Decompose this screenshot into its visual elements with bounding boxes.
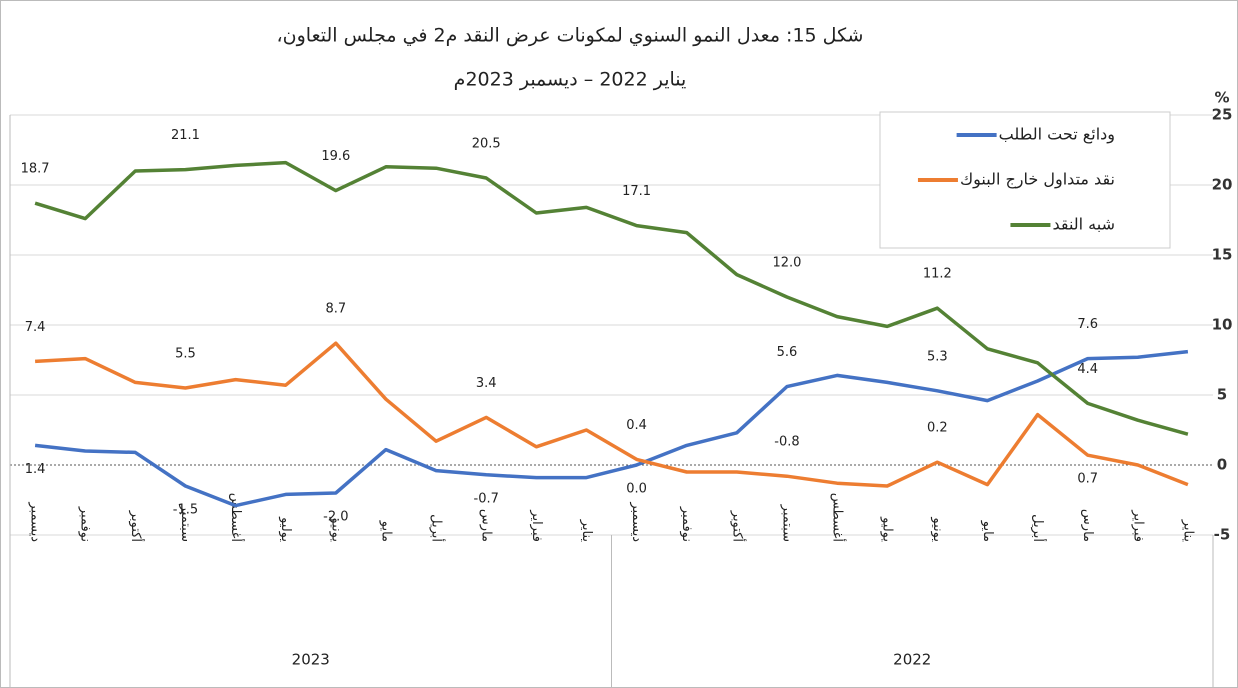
series-line (34, 349, 1189, 508)
x-tick-label: فبراير (1130, 509, 1145, 542)
data-label: 7.4 (25, 320, 46, 335)
data-label: -1.5 (173, 503, 198, 518)
data-label: 12.0 (772, 256, 801, 271)
x-tick-label: أبريل (429, 514, 446, 542)
y-tick-label: 20 (1212, 176, 1233, 194)
x-tick-label: نوفمبر (78, 506, 93, 542)
data-label: -0.8 (774, 435, 799, 450)
data-label: 0.0 (626, 482, 647, 497)
x-tick-label: يوليو (278, 516, 293, 542)
legend-label: شبه النقد (1052, 215, 1115, 234)
x-tick-label: أغسطس (228, 493, 245, 542)
x-tick-label: يوليو (880, 516, 895, 542)
data-label: 0.2 (927, 421, 948, 436)
data-label: 19.6 (321, 149, 350, 164)
legend-label: نقد متداول خارج البنوك (960, 170, 1115, 190)
x-tick-label: أغسطس (830, 493, 847, 542)
y-tick-label: -5 (1214, 526, 1231, 544)
data-label: 18.7 (21, 162, 50, 177)
data-label: 21.1 (171, 128, 200, 143)
x-tick-label: مايو (980, 520, 995, 542)
x-tick-label: مايو (378, 520, 393, 542)
chart-title: شكل 15: معدل النمو السنوي لمكونات عرض ال… (277, 25, 864, 47)
x-tick-label: مارس (1080, 509, 1095, 542)
x-tick-label: سبتمبر (779, 504, 794, 542)
year-label: 2023 (292, 651, 330, 669)
data-label: 1.4 (25, 462, 46, 477)
chart-subtitle: يناير 2022 – ديسمبر 2023م (454, 69, 687, 91)
data-label: 4.4 (1077, 362, 1098, 377)
y-tick-label: 25 (1212, 106, 1233, 124)
y-axis-label: % (1214, 89, 1229, 107)
x-tick-label: أكتوبر (128, 510, 145, 542)
x-tick-label: يونيو (930, 516, 945, 542)
x-tick-label: أبريل (1030, 514, 1047, 542)
data-label: 11.2 (923, 267, 952, 282)
data-label: 20.5 (472, 137, 501, 152)
data-label: -0.7 (474, 491, 499, 506)
x-tick-label: ديسمبر (28, 501, 43, 542)
data-label: 0.4 (626, 418, 647, 433)
data-label: 17.1 (622, 184, 651, 199)
series-line (35, 341, 1189, 488)
data-label: -2.0 (323, 510, 348, 525)
data-label: 5.5 (175, 347, 196, 362)
x-tick-label: سبتمبر (178, 504, 193, 542)
y-tick-label: 0 (1217, 456, 1227, 474)
x-tick-label: مارس (479, 509, 494, 542)
x-tick-label: فبراير (529, 509, 544, 542)
data-label: 8.7 (325, 302, 346, 317)
y-tick-label: 10 (1212, 316, 1233, 334)
data-label: 7.6 (1077, 317, 1098, 332)
x-tick-label: نوفمبر (679, 506, 694, 542)
data-label: 3.4 (476, 376, 497, 391)
legend-label: ودائع تحت الطلب (999, 125, 1115, 145)
x-tick-label: أكتوبر (729, 510, 746, 542)
y-tick-label: 5 (1217, 386, 1227, 404)
year-label: 2022 (893, 651, 931, 669)
x-tick-label: يناير (1180, 519, 1195, 543)
x-tick-label: يناير (579, 519, 594, 543)
x-tick-label: ديسمبر (629, 501, 644, 542)
data-label: 5.6 (777, 345, 798, 360)
legend: ودائع تحت الطلب نقد متداول خارج البنوك شبه… (879, 111, 1171, 249)
data-label: 5.3 (927, 349, 948, 364)
series-line (34, 160, 1189, 436)
x-tick-label: يونيو (328, 516, 343, 542)
data-label: 0.7 (1077, 472, 1098, 487)
y-tick-label: 15 (1212, 246, 1233, 264)
